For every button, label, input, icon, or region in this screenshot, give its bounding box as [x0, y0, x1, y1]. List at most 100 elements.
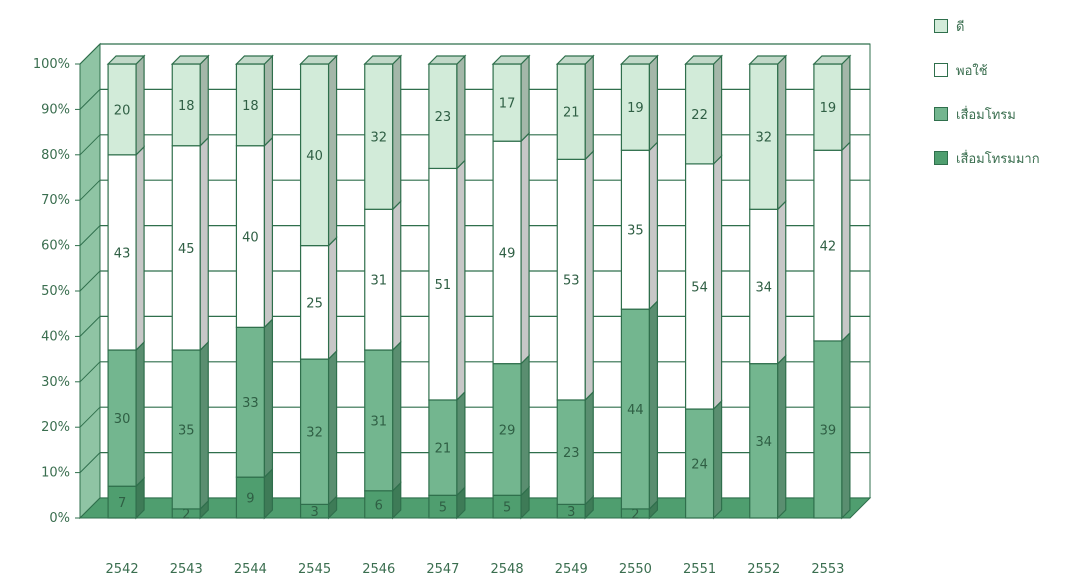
bar-segment	[235, 476, 266, 519]
data-label: 51	[435, 278, 452, 293]
data-label: 45	[178, 242, 195, 257]
data-label: 53	[563, 274, 580, 289]
bar-top	[234, 55, 274, 65]
data-label: 32	[370, 131, 387, 146]
y-tick-label: 70%	[41, 193, 70, 208]
legend-label-good: ดี	[956, 19, 965, 35]
data-label: 30	[114, 412, 131, 427]
data-label: 2	[631, 507, 639, 522]
x-tick-label: 2550	[619, 562, 652, 576]
data-label: 40	[306, 149, 323, 164]
legend-label-degraded: เสื่อมโทรม	[956, 107, 1016, 123]
gridline-side	[79, 43, 101, 65]
legend-swatch-good	[934, 19, 948, 33]
bar-top	[619, 55, 659, 65]
bar-segment	[492, 63, 522, 142]
data-label: 18	[242, 99, 259, 114]
data-label: 23	[563, 446, 580, 461]
data-label: 42	[820, 240, 837, 255]
bar-segment-side	[392, 54, 402, 211]
y-tick-label: 10%	[41, 466, 70, 481]
bar-top	[427, 55, 467, 65]
bar-top	[170, 55, 210, 65]
bar-segment-side	[648, 54, 659, 152]
data-label: 19	[627, 101, 644, 116]
bar-segment	[620, 308, 651, 510]
data-label: 3	[310, 505, 318, 520]
x-tick-label: 2545	[298, 562, 331, 576]
y-tick-label: 90%	[41, 102, 70, 117]
data-label: 5	[503, 501, 511, 516]
bar-segment	[556, 63, 586, 160]
data-label: 29	[499, 423, 516, 438]
gridline-side	[79, 179, 101, 201]
bar-segment-side	[392, 199, 402, 352]
bar-segment	[428, 63, 458, 170]
data-label: 19	[820, 101, 837, 116]
bar-top	[363, 55, 403, 65]
data-label: 32	[755, 131, 772, 146]
bar-segment-side	[712, 154, 723, 411]
y-tick-label: 50%	[41, 284, 70, 299]
gridline-side	[79, 452, 101, 473]
x-tick-label: 2544	[234, 562, 267, 576]
bar-group: 6 31 31 32	[363, 54, 403, 520]
bar-segment-side	[520, 54, 530, 143]
x-tick-label: 2551	[683, 562, 716, 576]
bar-segment	[364, 490, 394, 519]
bar-segment	[428, 167, 458, 401]
data-label: 3	[567, 505, 575, 520]
bar-segment-side	[841, 331, 851, 520]
legend-swatch-very-degraded	[934, 151, 948, 165]
bar-group: 5 29 49 17	[491, 54, 531, 520]
bar-segment-side	[327, 54, 338, 248]
bar-segment	[235, 63, 266, 147]
bar-segment-side	[584, 390, 594, 506]
bar-segment-side	[456, 54, 466, 170]
x-tick-label: 2549	[555, 562, 588, 576]
x-tick-label: 2543	[170, 562, 203, 576]
legend-item-very-degraded: เสื่อมโทรมมาก	[934, 148, 1040, 168]
bar-segment	[749, 363, 779, 519]
bar-group: 2 35 45 18	[170, 54, 210, 522]
bar-segment	[684, 63, 715, 165]
bar-group: 0343432	[748, 54, 788, 520]
bar-segment-side	[584, 54, 594, 161]
bar-segment-side	[712, 399, 723, 520]
bar-top	[299, 55, 339, 65]
data-label: 39	[820, 423, 837, 438]
data-label: 17	[499, 97, 516, 112]
y-tick-label: 0%	[49, 511, 70, 526]
bar-segment-side	[712, 54, 723, 166]
bar-segment	[492, 363, 522, 496]
gridline-side	[79, 134, 101, 156]
bar-segment	[171, 145, 201, 351]
data-label: 23	[435, 110, 452, 125]
bar-segment-side	[199, 54, 209, 148]
x-tick-label: 2553	[811, 562, 844, 576]
bar-segment-side	[327, 236, 338, 361]
bar-segment	[364, 63, 394, 210]
legend-label-fair: พอใช้	[956, 63, 988, 79]
data-label: 31	[370, 274, 387, 289]
bar-group: 2 44 35 19	[619, 54, 659, 522]
bar-segment-side	[263, 317, 274, 479]
bar-segment-side	[199, 340, 209, 511]
y-tick-label: 80%	[41, 148, 70, 163]
bar-segment-side	[327, 349, 338, 506]
bar-segment-side	[135, 54, 145, 157]
x-tick-label: 2547	[426, 562, 459, 576]
bar-segment-side	[392, 340, 402, 493]
bar-segment-side	[199, 136, 209, 352]
floor	[78, 497, 872, 519]
y-tick-label: 20%	[41, 420, 70, 435]
bar-segment	[684, 163, 715, 410]
data-label: 31	[370, 414, 387, 429]
data-label: 21	[435, 442, 452, 457]
bar-top	[812, 55, 852, 65]
data-label: 7	[118, 496, 126, 511]
data-label: 35	[178, 423, 195, 438]
data-label: 22	[691, 108, 708, 123]
y-tick-label: 30%	[41, 375, 70, 390]
